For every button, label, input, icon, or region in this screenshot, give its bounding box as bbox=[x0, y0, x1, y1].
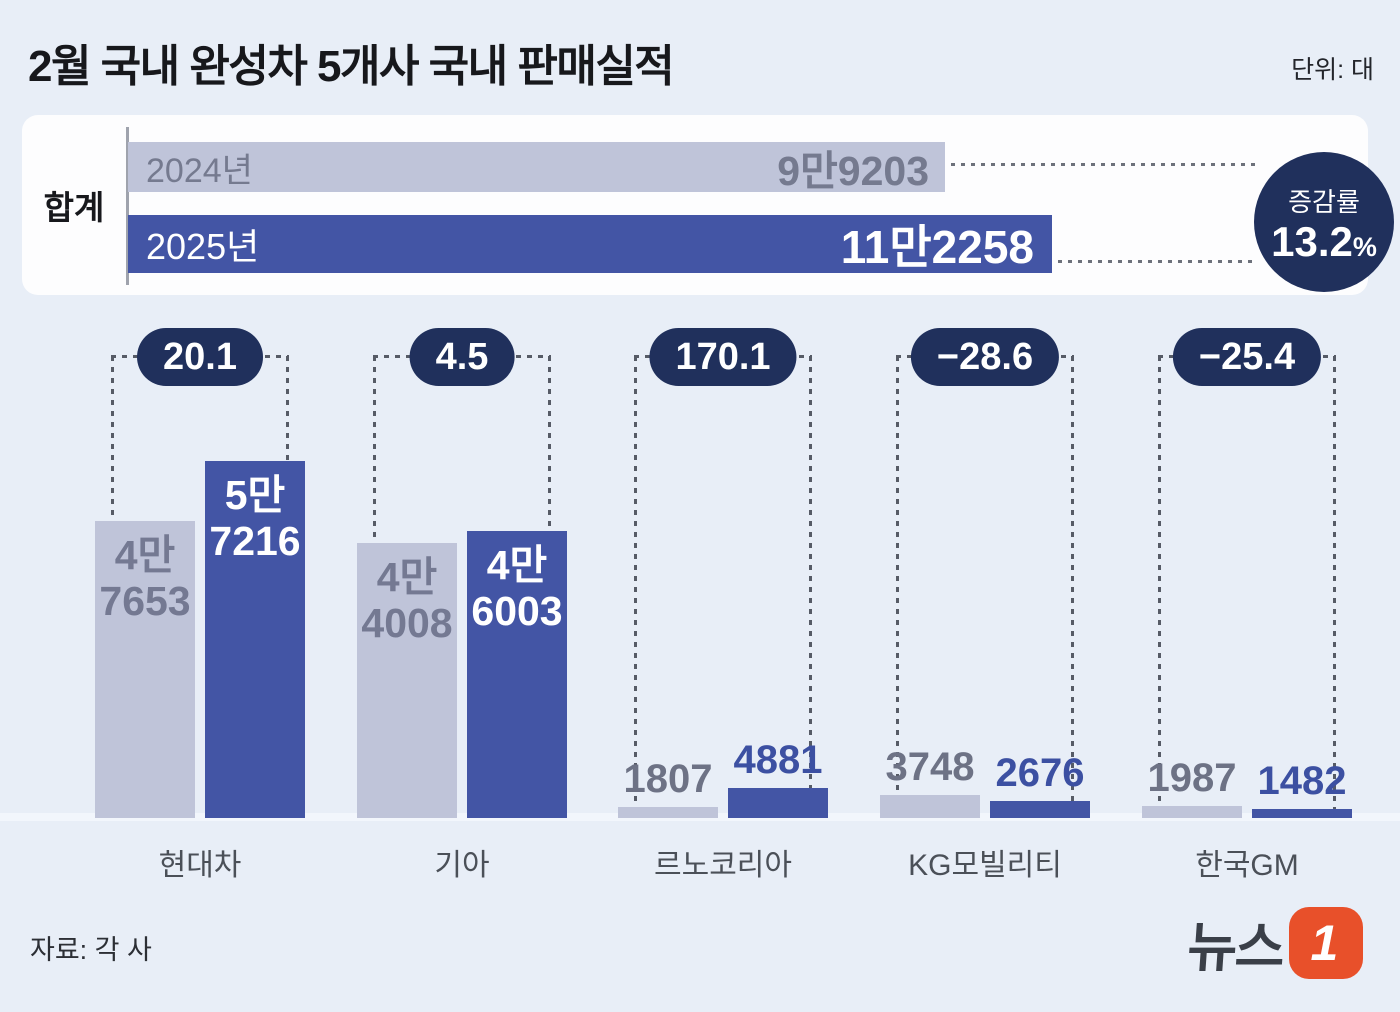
value-line: 7653 bbox=[99, 577, 191, 624]
value-line: 1987 bbox=[1147, 756, 1237, 800]
news1-logo: 뉴스 1 bbox=[1185, 903, 1364, 982]
change-badge: −28.6 bbox=[910, 328, 1060, 386]
value-line: 5만 bbox=[224, 472, 286, 518]
change-badge: 4.5 bbox=[409, 328, 515, 386]
total-change-badge: 증감률 13.2% bbox=[1254, 152, 1394, 292]
change-rate-value: 13.2% bbox=[1271, 217, 1377, 265]
news1-logo-mark: 1 bbox=[1289, 906, 1364, 979]
total-bar-2025: 2025년 11만2258 bbox=[128, 215, 1052, 273]
news1-logo-one: 1 bbox=[1310, 914, 1339, 971]
value-label-2024: 3748 bbox=[860, 745, 1000, 790]
source-note: 자료: 각 사 bbox=[30, 935, 152, 965]
value-label-2025: 4881 bbox=[708, 738, 848, 783]
total-value-2024: 9만9203 bbox=[777, 148, 929, 194]
company-label: KG모빌리티 bbox=[908, 849, 1062, 882]
value-line: 4008 bbox=[361, 599, 453, 646]
guide-dash-right bbox=[1071, 356, 1074, 813]
bar-2025 bbox=[467, 531, 567, 818]
company-label: 르노코리아 bbox=[654, 849, 792, 882]
news1-logo-word: 뉴스 bbox=[1185, 918, 1286, 978]
guide-dash-right bbox=[809, 356, 812, 813]
value-label-2025: 4만 6003 bbox=[467, 542, 567, 635]
total-summary-panel: 합계 2024년 9만9203 2025년 11만2258 bbox=[22, 115, 1368, 295]
axis-divider-line bbox=[126, 127, 129, 285]
guide-dash-right bbox=[1333, 356, 1336, 813]
year-label-2025: 2025년 bbox=[146, 226, 260, 267]
percent-sign: % bbox=[1352, 231, 1377, 262]
value-line: 7216 bbox=[209, 517, 301, 564]
value-label-2025: 1482 bbox=[1232, 759, 1372, 804]
value-line: 1807 bbox=[623, 757, 713, 801]
value-line: 3748 bbox=[885, 745, 975, 789]
bar-2024 bbox=[357, 543, 457, 818]
bar-2024 bbox=[880, 795, 980, 818]
year-label-2024: 2024년 bbox=[146, 151, 253, 190]
value-line: 6003 bbox=[471, 587, 563, 634]
guide-dash-left bbox=[634, 356, 637, 813]
total-bar-2024: 2024년 9만9203 bbox=[128, 142, 945, 194]
value-line: 4881 bbox=[733, 738, 823, 782]
company-label: 현대차 bbox=[158, 849, 242, 882]
value-line: 1482 bbox=[1257, 759, 1347, 803]
guide-dash-left bbox=[1158, 356, 1161, 813]
total-value-2025: 11만2258 bbox=[840, 221, 1034, 273]
value-line: 4만 bbox=[486, 542, 548, 588]
bar-2025 bbox=[205, 461, 305, 818]
company-label: 한국GM bbox=[1195, 849, 1299, 882]
unit-label: 단위: 대 bbox=[1291, 56, 1374, 84]
bar-2024 bbox=[618, 807, 718, 818]
bar-2025 bbox=[990, 801, 1090, 818]
value-label-2024: 1987 bbox=[1122, 756, 1262, 801]
bar-2025 bbox=[1252, 809, 1352, 818]
value-line: 4만 bbox=[376, 554, 438, 600]
change-rate-number: 13.2 bbox=[1271, 217, 1353, 265]
bar-2025 bbox=[728, 788, 828, 818]
value-label-2024: 4만 7653 bbox=[95, 532, 195, 625]
dotted-leader-2024 bbox=[951, 163, 1258, 166]
value-label-2025: 5만 7216 bbox=[205, 472, 305, 565]
change-badge: 20.1 bbox=[137, 328, 263, 386]
guide-dash-left bbox=[896, 356, 899, 813]
value-label-2024: 1807 bbox=[598, 757, 738, 802]
value-label-2024: 4만 4008 bbox=[357, 554, 457, 647]
change-badge: −25.4 bbox=[1172, 328, 1322, 386]
change-rate-label: 증감률 bbox=[1288, 186, 1360, 217]
page-title: 2월 국내 완성차 5개사 국내 판매실적 bbox=[28, 42, 675, 91]
dotted-leader-2025 bbox=[1058, 260, 1258, 263]
bar-2024 bbox=[1142, 806, 1242, 818]
company-label: 기아 bbox=[434, 849, 490, 882]
change-badge: 170.1 bbox=[649, 328, 797, 386]
total-row-label: 합계 bbox=[43, 189, 105, 226]
value-label-2025: 2676 bbox=[970, 751, 1110, 796]
bar-2024 bbox=[95, 521, 195, 818]
value-line: 4만 bbox=[114, 532, 176, 578]
value-line: 2676 bbox=[995, 751, 1085, 795]
